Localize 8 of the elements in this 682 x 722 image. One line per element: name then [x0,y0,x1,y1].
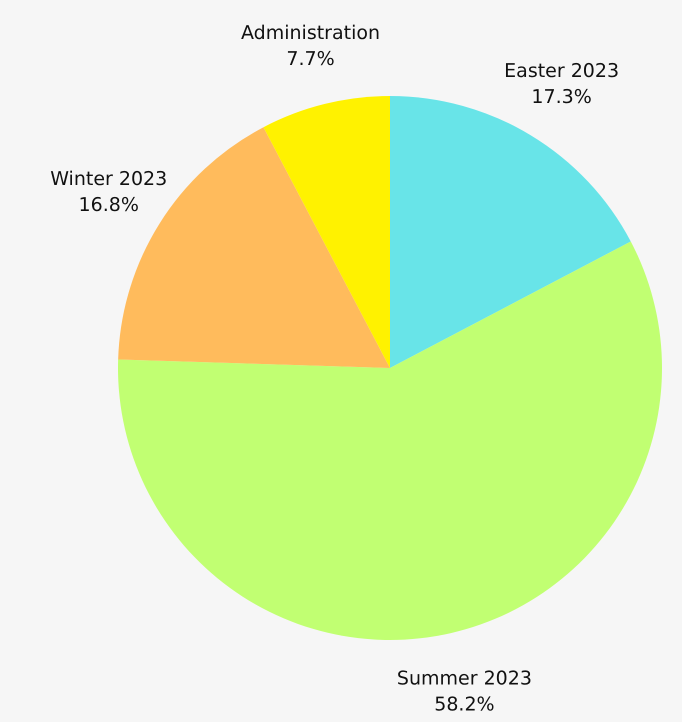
slice-label: Winter 2023 [50,168,168,190]
data-label: 7.7% [286,48,335,70]
slice-label: Easter 2023 [504,60,620,82]
data-label: 17.3% [531,86,592,108]
slice-label: Summer 2023 [396,667,532,690]
data-label: 58.2% [434,693,495,716]
data-label: 16.8% [78,194,139,216]
slice-label: Administration [240,22,380,44]
